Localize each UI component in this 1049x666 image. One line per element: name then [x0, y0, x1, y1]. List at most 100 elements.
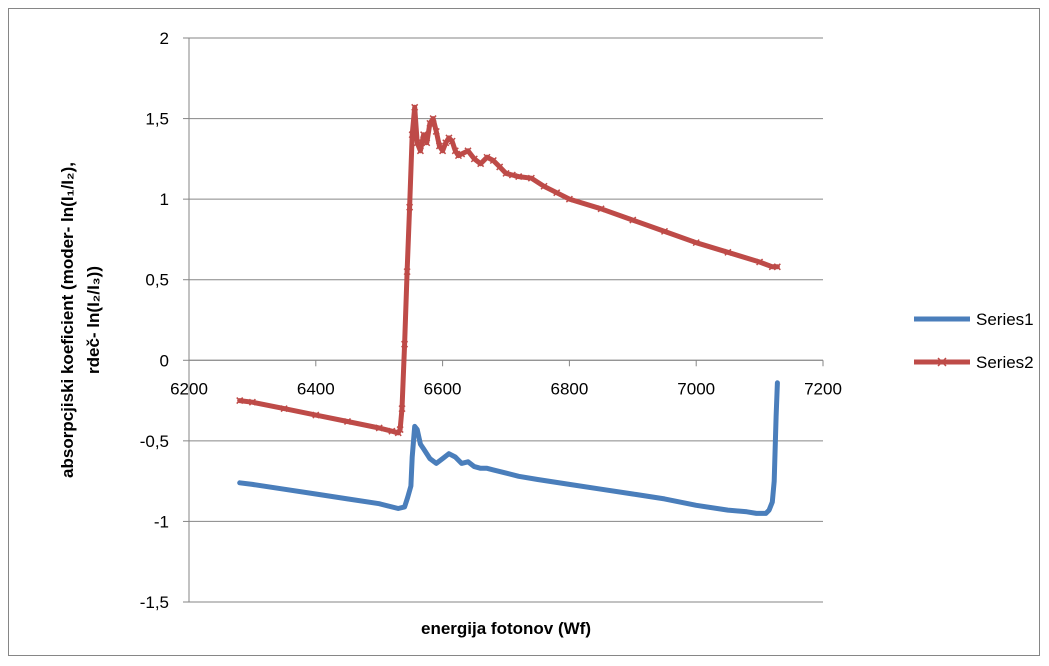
axes: [183, 37, 824, 603]
data-point: [724, 248, 732, 256]
x-axis-title: energija fotonov (Wf): [421, 619, 591, 638]
data-point-stroke: [413, 139, 421, 147]
data-point-stroke: [442, 139, 450, 147]
data-point-stroke: [502, 169, 510, 177]
data-point: [768, 263, 776, 271]
x-tick-labels: 6200 6400 6600 6800 7000 7200: [170, 379, 842, 398]
y-tick-labels: -1,5 -1 -0,5 0 0,5 1 1,5 2: [140, 29, 169, 612]
data-point-stroke: [448, 137, 456, 145]
data-point-stroke: [343, 417, 352, 426]
data-point-stroke: [464, 147, 472, 155]
y-tick-label: 1: [160, 190, 169, 209]
data-point: [408, 131, 416, 139]
data-point-stroke: [411, 103, 419, 111]
data-point: [439, 147, 447, 155]
y-tick-label: 1,5: [145, 110, 169, 129]
data-point-stroke: [426, 119, 434, 127]
y-tick-label: -1: [154, 512, 169, 531]
data-point-stroke: [483, 153, 491, 161]
y-tick-label: 0: [160, 351, 169, 370]
data-point-stroke: [375, 424, 383, 432]
data-point: [420, 131, 428, 139]
data-point: [375, 424, 383, 432]
data-point-stroke: [416, 147, 424, 155]
data-point-stroke: [458, 150, 466, 158]
data-point-stroke: [470, 155, 478, 163]
data-point-stroke: [394, 429, 402, 437]
data-point: [398, 405, 406, 413]
data-point: [280, 405, 288, 413]
data-point: [236, 397, 244, 405]
data-point: [413, 139, 421, 147]
data-point: [508, 171, 516, 179]
data-point-stroke: [477, 160, 485, 168]
series-line-1: [237, 380, 780, 516]
data-point: [660, 227, 669, 235]
data-point: [388, 427, 396, 435]
data-point: [458, 150, 466, 158]
data-point: [470, 155, 478, 163]
y-tick-label: 2: [160, 29, 169, 48]
data-point-stroke: [432, 127, 440, 135]
data-point: [464, 147, 472, 155]
data-point: [435, 142, 443, 150]
data-point: [442, 139, 450, 147]
y-tick-label: 0,5: [145, 271, 169, 290]
legend-label: Series2: [976, 353, 1034, 372]
x-tick-label: 6600: [424, 379, 462, 398]
data-point-stroke: [527, 174, 535, 182]
data-point: [477, 160, 485, 168]
data-point-stroke: [508, 171, 516, 179]
data-point: [411, 103, 419, 111]
data-point-stroke: [423, 139, 431, 147]
data-point: [423, 139, 431, 147]
data-point-stroke: [398, 405, 406, 413]
data-point: [540, 182, 548, 190]
data-point-stroke: [403, 268, 411, 276]
data-point: [396, 426, 404, 434]
data-point: [406, 203, 414, 211]
data-point-stroke: [236, 397, 244, 405]
data-point: [401, 340, 409, 348]
data-point-stroke: [515, 173, 523, 181]
legend-item-2: Series2: [914, 353, 1034, 372]
data-point-stroke: [768, 263, 776, 271]
data-point-stroke: [692, 239, 700, 247]
y-tick-label: -1,5: [140, 593, 169, 612]
data-point: [527, 174, 535, 182]
x-tick-label: 6200: [170, 379, 208, 398]
legend-marker: [937, 357, 947, 367]
data-point-stroke: [629, 216, 637, 224]
data-point-stroke: [280, 405, 288, 413]
data-point: [394, 429, 402, 437]
legend-item-1: Series1: [914, 310, 1034, 329]
data-point: [515, 173, 523, 181]
data-point-stroke: [439, 147, 447, 155]
x-tick-label: 6400: [297, 379, 335, 398]
data-point-stroke: [565, 195, 573, 203]
data-point: [483, 153, 491, 161]
data-point: [426, 119, 434, 127]
data-point-stroke: [396, 426, 404, 434]
data-point: [248, 398, 256, 406]
gridlines: [189, 37, 823, 603]
data-point-stroke: [597, 205, 605, 213]
data-point-stroke: [429, 115, 437, 123]
data-point: [343, 417, 352, 426]
data-point-stroke: [420, 131, 428, 139]
data-point: [448, 137, 456, 145]
data-point-stroke: [451, 147, 459, 155]
data-point: [773, 263, 781, 271]
data-point: [429, 115, 437, 123]
series-lines: [236, 103, 781, 516]
data-point-stroke: [406, 203, 414, 211]
data-point-stroke: [388, 427, 396, 435]
data-point-stroke: [496, 163, 504, 171]
x-tick-label: 7000: [677, 379, 715, 398]
y-axis-title-line2: rdeč- ln(I₂/I₃)): [84, 266, 103, 374]
data-point: [597, 205, 605, 213]
data-point-stroke: [248, 398, 256, 406]
data-point: [496, 163, 504, 171]
line-chart: -1,5 -1 -0,5 0 0,5 1 1,5 2 6200 6400 6600 6800 7000…: [58, 29, 1034, 638]
data-point: [403, 268, 411, 276]
